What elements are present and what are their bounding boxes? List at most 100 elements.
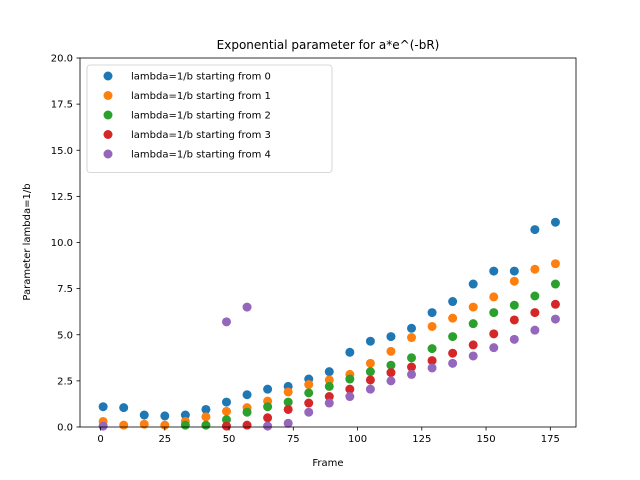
data-point-s0-21 xyxy=(530,225,540,235)
data-point-s3-5 xyxy=(324,392,334,402)
data-point-s1-10 xyxy=(304,380,314,390)
legend: lambda=1/b starting from 0 lambda=1/b sta… xyxy=(86,64,333,173)
data-point-s2-3 xyxy=(242,407,252,417)
y-tick-label-7: 17.5 xyxy=(51,100,73,111)
data-point-s4-8 xyxy=(365,384,375,394)
data-point-s4-9 xyxy=(386,376,396,386)
x-tick-label-7: 175 xyxy=(541,434,560,445)
plot-frame xyxy=(79,57,577,428)
data-point-s4-13 xyxy=(468,351,478,361)
data-point-s3-14 xyxy=(509,315,519,325)
data-point-s0-3 xyxy=(160,411,170,421)
data-point-s0-12 xyxy=(345,347,355,357)
legend-marker-0 xyxy=(103,71,113,81)
y-tick-label-0: 0.0 xyxy=(57,423,73,434)
data-point-s0-2 xyxy=(139,410,149,420)
data-point-s2-14 xyxy=(468,319,478,329)
data-point-s4-1 xyxy=(221,317,231,327)
x-tick-label-1: 25 xyxy=(158,434,171,445)
data-point-s4-14 xyxy=(489,343,499,353)
data-point-s2-1 xyxy=(201,420,211,430)
data-point-s2-0 xyxy=(180,420,190,430)
data-point-s4-0 xyxy=(98,421,108,431)
data-point-s1-16 xyxy=(427,321,437,331)
legend-label-0: lambda=1/b starting from 0 xyxy=(131,72,271,83)
data-point-s4-6 xyxy=(324,398,334,408)
legend-label-2: lambda=1/b starting from 2 xyxy=(131,111,271,122)
x-tick-label-2: 50 xyxy=(223,434,236,445)
data-point-s3-13 xyxy=(489,329,499,339)
data-point-s0-17 xyxy=(448,297,458,307)
data-point-s3-6 xyxy=(345,384,355,394)
y-tick-label-6: 15.0 xyxy=(51,146,73,157)
data-point-s2-15 xyxy=(489,308,499,318)
data-point-s1-18 xyxy=(468,302,478,312)
data-point-s1-19 xyxy=(489,292,499,302)
data-point-s0-20 xyxy=(509,266,519,276)
x-axis-label: Frame xyxy=(312,458,343,469)
legend-label-3: lambda=1/b starting from 3 xyxy=(131,130,271,141)
data-point-s4-10 xyxy=(407,369,417,379)
y-axis-label: Parameter lambda=1/b xyxy=(22,183,33,300)
data-point-s3-15 xyxy=(530,308,540,318)
data-point-s1-15 xyxy=(407,333,417,343)
data-point-s2-13 xyxy=(448,332,458,342)
legend-marker-3 xyxy=(103,130,113,139)
x-axis: 0 25 50 75 100 125 150 175 xyxy=(97,427,560,445)
legend-marker-4 xyxy=(103,149,113,159)
y-axis: 0.0 2.5 5.0 7.5 10.0 12.5 15.0 17.5 20.0 xyxy=(51,54,80,434)
data-point-s4-17 xyxy=(550,314,560,324)
data-point-s4-3 xyxy=(263,421,273,431)
data-point-s3-9 xyxy=(407,362,417,372)
x-tick-label-0: 0 xyxy=(97,434,103,445)
x-tick-label-4: 100 xyxy=(348,434,367,445)
data-point-s3-4 xyxy=(304,398,314,408)
data-point-s0-6 xyxy=(221,397,231,407)
data-point-s1-21 xyxy=(530,264,540,274)
data-point-s2-5 xyxy=(283,397,293,407)
data-point-s3-1 xyxy=(242,420,252,430)
data-point-s2-16 xyxy=(509,300,519,310)
data-point-s0-11 xyxy=(324,367,334,377)
data-point-s0-14 xyxy=(386,332,396,342)
data-point-s0-15 xyxy=(407,323,417,333)
data-point-s4-11 xyxy=(427,363,437,373)
y-tick-label-1: 2.5 xyxy=(57,376,73,387)
data-point-s1-13 xyxy=(365,358,375,368)
y-tick-label-8: 20.0 xyxy=(51,54,73,65)
x-tick-label-6: 150 xyxy=(477,434,496,445)
data-point-s3-0 xyxy=(221,421,231,431)
legend-marker-1 xyxy=(103,91,113,100)
data-point-s0-1 xyxy=(119,403,129,413)
data-point-s1-22 xyxy=(550,259,560,269)
data-point-s1-2 xyxy=(139,419,149,429)
data-point-s1-11 xyxy=(324,375,334,385)
data-point-s0-18 xyxy=(468,279,478,289)
data-point-s0-16 xyxy=(427,308,437,318)
data-point-s2-4 xyxy=(263,402,273,412)
data-point-s0-7 xyxy=(242,390,252,400)
data-point-s0-5 xyxy=(201,404,211,414)
data-point-s1-14 xyxy=(386,346,396,356)
data-point-s0-8 xyxy=(263,384,273,394)
data-point-s3-10 xyxy=(427,356,437,366)
data-point-s3-2 xyxy=(263,413,273,423)
y-tick-label-2: 5.0 xyxy=(57,330,73,341)
data-point-s1-5 xyxy=(201,412,211,422)
data-point-s0-4 xyxy=(180,410,190,420)
data-point-s0-13 xyxy=(365,336,375,346)
legend-frame xyxy=(86,64,333,173)
data-point-s3-8 xyxy=(386,368,396,378)
data-point-s4-7 xyxy=(345,392,355,402)
data-point-s2-7 xyxy=(324,381,334,391)
data-point-s3-11 xyxy=(448,348,458,358)
data-point-s3-3 xyxy=(283,404,293,414)
legend-label-1: lambda=1/b starting from 1 xyxy=(131,91,271,102)
data-point-s2-17 xyxy=(530,291,540,301)
data-point-s2-2 xyxy=(221,415,231,425)
data-point-s1-9 xyxy=(283,387,293,397)
y-tick-label-3: 7.5 xyxy=(57,284,73,295)
data-point-s2-9 xyxy=(365,367,375,377)
data-point-s3-12 xyxy=(468,340,478,350)
